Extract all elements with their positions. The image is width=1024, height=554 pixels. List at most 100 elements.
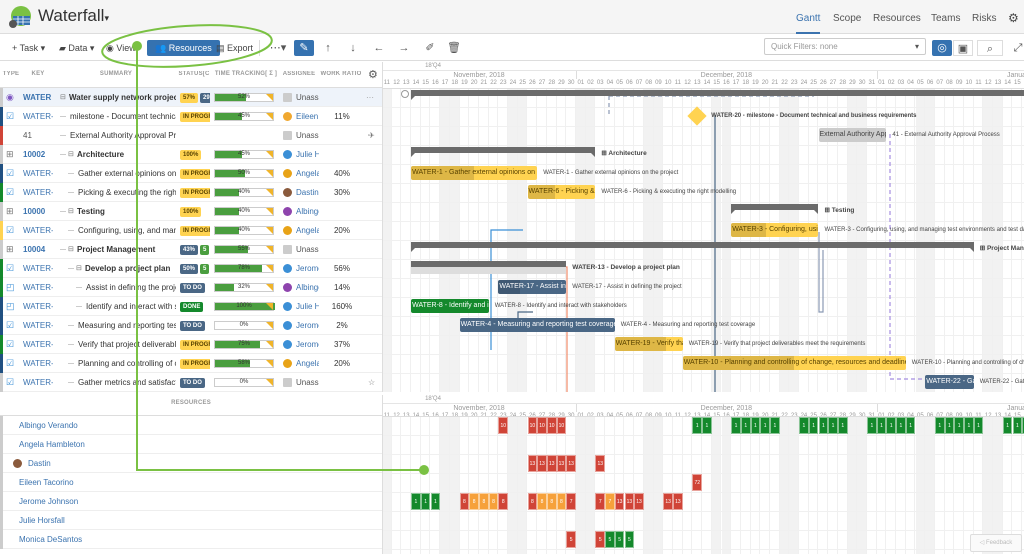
more-actions-icon[interactable]: ··· xyxy=(366,93,374,102)
table-row[interactable]: ☑ WATER-10 Planning and controlling of cha… xyxy=(0,354,382,373)
issue-key[interactable]: WATER-6 xyxy=(23,188,53,197)
status-badge[interactable]: TO DO xyxy=(180,282,205,293)
resource-row[interactable]: Julie Horsfall xyxy=(0,511,382,530)
tab-scope[interactable]: Scope xyxy=(833,13,862,24)
table-row[interactable]: ☑ WATER-1 Gather external opinions on the … xyxy=(0,164,382,183)
table-row[interactable]: ☑ WATER-3 Configuring, using, and managing… xyxy=(0,221,382,240)
assignee[interactable]: Angela Hambleton xyxy=(283,164,319,183)
status-badge[interactable]: TO DO xyxy=(180,377,205,388)
data-menu-button[interactable]: ▰ Data ▾ xyxy=(55,40,98,56)
star-icon[interactable]: ☆ xyxy=(368,378,376,387)
status-badge[interactable]: DONE xyxy=(180,301,204,312)
issue-key[interactable]: WATER xyxy=(23,93,52,102)
assignee[interactable]: Julie Horsfall xyxy=(283,145,319,164)
add-task-button[interactable]: + Task ▾ xyxy=(12,43,46,53)
assignee[interactable]: Unassigned xyxy=(283,240,319,259)
collapse-toggle-icon[interactable]: ⊟ xyxy=(68,208,74,215)
col-type[interactable]: TYPE xyxy=(2,71,20,77)
issue-summary[interactable]: Planning and controlling of change, reso… xyxy=(78,359,176,368)
status-badge[interactable]: IN PROGRESS xyxy=(180,168,210,179)
issue-summary[interactable]: Identify and interact with stakeholders xyxy=(86,302,176,311)
issue-summary[interactable]: Gather external opinions on the project xyxy=(78,169,176,178)
issue-key[interactable]: WATER-1 xyxy=(23,169,53,178)
status-badge[interactable]: TO DO xyxy=(180,320,205,331)
resource-name[interactable]: Eileen Tacorino xyxy=(19,478,74,487)
col-summary[interactable]: SUMMARY xyxy=(99,71,133,77)
collapse-toggle-icon[interactable]: ⊟ xyxy=(68,151,74,158)
trash-icon[interactable]: 🗑 xyxy=(447,42,461,54)
arrow-left-icon[interactable]: ← xyxy=(373,42,385,54)
tab-resources[interactable]: Resources xyxy=(873,13,921,24)
task-bar[interactable]: WATER-1 - Gather external opinions on th… xyxy=(411,166,538,180)
assignee[interactable]: Unassigned xyxy=(283,373,319,392)
resource-row[interactable]: Eileen Tacorino xyxy=(0,473,382,492)
issue-key[interactable]: 10000 xyxy=(23,207,46,216)
summary-bar[interactable] xyxy=(411,90,1024,100)
assignee[interactable]: Eileen Tacorino xyxy=(283,107,319,126)
calendar-icon[interactable]: ▣ xyxy=(953,40,973,56)
status-badge[interactable]: IN PROGRESS xyxy=(180,187,210,198)
assignee[interactable]: Unassigned xyxy=(283,126,319,145)
compass-icon[interactable]: ◎ xyxy=(932,40,952,56)
issue-key[interactable]: 10004 xyxy=(23,245,46,254)
gear-icon[interactable]: ⚙ xyxy=(368,69,378,81)
resource-name[interactable]: Julie Horsfall xyxy=(19,516,65,525)
task-bar[interactable]: WATER-4 - Measuring and reporting test c… xyxy=(459,318,615,332)
task-bar[interactable]: WATER-3 - Configuring, using, and managi… xyxy=(731,223,819,237)
table-row[interactable]: ☑ WATER-6 Picking & executing the right mo… xyxy=(0,183,382,202)
issue-key[interactable]: 10002 xyxy=(23,150,46,159)
issue-summary[interactable]: External Authority Approval Process xyxy=(70,131,176,140)
resource-name[interactable]: Monica DeSantos xyxy=(19,535,83,544)
collapse-toggle-icon[interactable]: ⊟ xyxy=(60,94,66,101)
pencil-icon[interactable]: ✎ xyxy=(294,40,314,56)
status-badge[interactable]: 43% xyxy=(180,244,199,255)
issue-key[interactable]: WATER-3 xyxy=(23,226,53,235)
summary-bar[interactable] xyxy=(411,147,596,157)
table-row[interactable]: ☑ WATER-20 milestone - Document technical … xyxy=(0,107,382,126)
issue-summary[interactable]: Water supply network project xyxy=(69,93,176,102)
project-start-handle-icon[interactable] xyxy=(401,90,409,98)
issue-key[interactable]: WATER-13 xyxy=(23,264,53,273)
columns-icon[interactable]: ⋯▾ xyxy=(269,42,287,54)
summary-bar[interactable] xyxy=(731,204,819,214)
task-bar[interactable]: External Authority Approval Process xyxy=(818,128,887,142)
status-badge[interactable]: IN PROGRESS xyxy=(180,339,210,350)
collapse-toggle-icon[interactable]: ⊟ xyxy=(68,246,74,253)
issue-key[interactable]: WATER-17 xyxy=(23,283,53,292)
issue-summary[interactable]: Configuring, using, and managing test en… xyxy=(78,226,176,235)
resource-row[interactable]: Monica DeSantos xyxy=(0,530,382,549)
issue-key[interactable]: WATER-19 xyxy=(23,340,53,349)
resource-name[interactable]: Jerome Johnson xyxy=(19,497,79,506)
gear-icon[interactable]: ⚙ xyxy=(1008,11,1019,25)
export-button[interactable]: ▤ Export xyxy=(212,40,257,56)
status-badge[interactable]: IN PROGRESS xyxy=(180,225,210,236)
issue-key[interactable]: WATER-8 xyxy=(23,302,53,311)
resource-row[interactable]: Jerome Johnson xyxy=(0,492,382,511)
dependency-arrow[interactable] xyxy=(889,134,933,380)
table-row[interactable]: ⊞ 10004 ⊟Project Management 43%5 55% Unassign… xyxy=(0,240,382,259)
summary-bar[interactable] xyxy=(411,242,974,252)
project-title[interactable]: Waterfall▾ xyxy=(38,6,109,26)
issue-summary[interactable]: Measuring and reporting test coverage xyxy=(78,321,176,330)
issue-summary[interactable]: milestone - Document technical and busin… xyxy=(70,112,176,121)
issue-key[interactable]: WATER-22 xyxy=(23,378,53,387)
assignee[interactable]: Albingo Verando xyxy=(283,278,319,297)
tab-teams[interactable]: Teams xyxy=(931,13,961,24)
tab-gantt[interactable]: Gantt xyxy=(796,13,821,34)
table-row[interactable]: ☑ WATER-22 Gather metrics and satisfaction… xyxy=(0,373,382,392)
assignee[interactable]: Jerome Johnson xyxy=(283,316,319,335)
status-badge[interactable]: IN PROGRESS xyxy=(180,111,210,122)
resource-row[interactable]: Angela Hambleton xyxy=(0,435,382,454)
table-row[interactable]: ☑ WATER-19 Verify that project deliverable… xyxy=(0,335,382,354)
status-badge[interactable]: IN PROGRESS xyxy=(180,358,210,369)
issue-key[interactable]: WATER-10 xyxy=(23,359,53,368)
issue-key[interactable]: WATER-20 xyxy=(23,112,53,121)
task-bar[interactable]: WATER-6 - Picking & executing the right … xyxy=(527,185,596,199)
assignee[interactable]: Dastin xyxy=(283,183,319,202)
edit-icon[interactable]: ✐ xyxy=(425,42,435,54)
col-work-ratio[interactable]: WORK RATIO xyxy=(320,71,362,77)
resource-name[interactable]: Dastin xyxy=(28,459,51,468)
table-row[interactable]: ◰ WATER-8 Identify and interact with stake… xyxy=(0,297,382,316)
issue-summary[interactable]: Project Management xyxy=(77,245,156,254)
table-row[interactable]: 41 External Authority Approval Process Una… xyxy=(0,126,382,145)
